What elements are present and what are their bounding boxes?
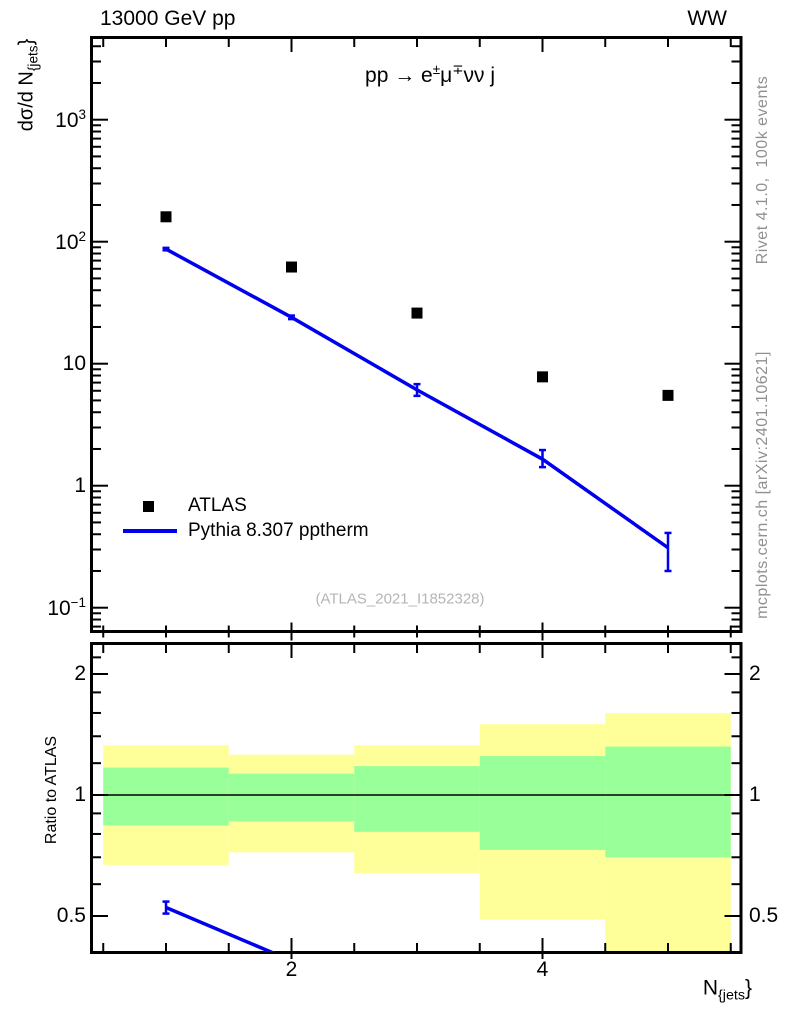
ratio-y-axis-title: Ratio to ATLAS [43, 735, 60, 845]
ratio-ytick-label-left: 2 [74, 662, 86, 685]
main-ytick-label: 103 [55, 106, 86, 132]
axis-ticks [93, 39, 740, 959]
process-title-mid: μ [440, 64, 453, 87]
atlas-marker [160, 211, 172, 223]
ratio-band-green-bin2 [228, 773, 355, 822]
ratio-ytick-label-left: 1 [74, 783, 86, 806]
legend-label-pythia: Pythia 8.307 pptherm [188, 520, 369, 541]
ratio-ytick-label-right: 2 [749, 662, 761, 685]
y-axis-title-brace: } [15, 38, 38, 46]
y-axis-title: dσ/d N{jets} [16, 39, 41, 132]
y-axis-title-sub: {jets [25, 45, 41, 72]
atlas-points [160, 211, 674, 401]
ratio-band-green-bin3 [354, 766, 480, 832]
atlas-marker [411, 307, 423, 319]
main-frame [90, 36, 743, 633]
xtick-label: 2 [285, 958, 298, 981]
ratio-band-green-bin4 [479, 756, 606, 850]
ratio-line [165, 905, 276, 952]
process-group-label: WW [687, 7, 727, 30]
process-title-sup1: ± [432, 62, 441, 77]
main-ytick-label: 102 [55, 228, 86, 254]
main-ytick-label: 10−1 [47, 594, 86, 620]
ratio-bands [103, 712, 731, 952]
atlas-marker [662, 389, 674, 401]
mcplots-arxiv-note: mcplots.cern.ch [arXiv:2401.10621] [754, 351, 771, 619]
rivet-version-note: Rivet 4.1.0, 100k events [754, 75, 771, 265]
y-axis-title-text: dσ/d N [15, 71, 38, 132]
ratio-frame [90, 642, 743, 954]
ratio-band-green-bin5 [605, 746, 731, 858]
analysis-watermark: (ATLAS_2021_I1852328) [315, 590, 485, 608]
legend-label-atlas: ATLAS [188, 495, 247, 516]
x-axis-title-sub: {jets [718, 987, 745, 1004]
ratio-curve [162, 900, 276, 952]
process-title: pp → e±μ∓νν j [365, 62, 495, 88]
main-ytick-label: 1 [74, 473, 86, 497]
x-axis-title: N{jets} [703, 976, 752, 1003]
main-ytick-label: 10 [62, 351, 86, 375]
process-title-sup2: ∓ [452, 62, 464, 77]
x-axis-title-text: N [702, 976, 719, 1000]
legend-marker-atlas [143, 501, 154, 512]
atlas-marker [537, 371, 548, 383]
xtick-label: 4 [536, 958, 549, 981]
ratio-ytick-label-right: 0.5 [749, 904, 779, 927]
process-title-pre: pp → e [365, 64, 433, 87]
pythia-curve [162, 246, 672, 573]
atlas-marker [286, 261, 297, 273]
ratio-ytick-label-right: 1 [749, 783, 761, 806]
ratio-band-green-bin1 [103, 767, 229, 826]
beam-energy-label: 13000 GeV pp [100, 7, 236, 30]
process-title-post: νν j [463, 64, 495, 87]
ratio-ytick-label-left: 0.5 [56, 904, 86, 927]
legend-marker-pythia [123, 529, 177, 533]
x-axis-title-brace: } [744, 976, 752, 1000]
